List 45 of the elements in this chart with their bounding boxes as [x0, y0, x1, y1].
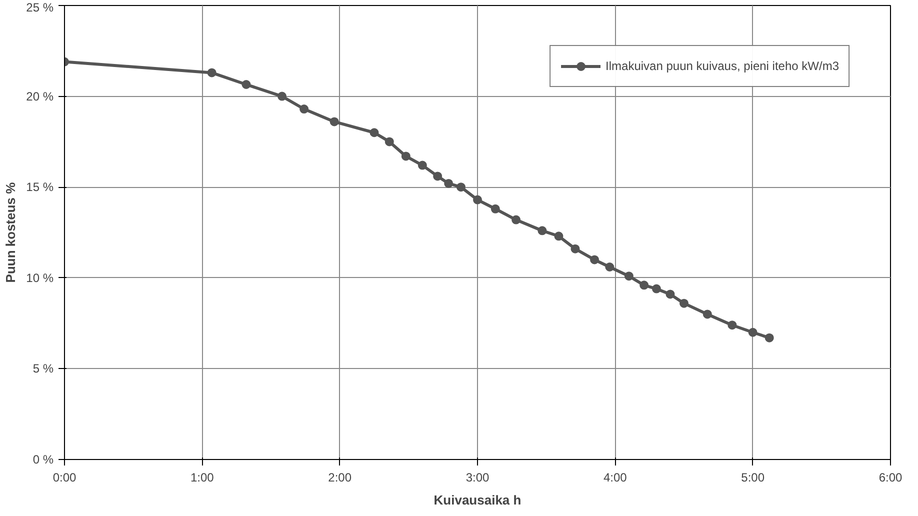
y-tick-label: 15 % — [26, 180, 54, 194]
legend-label: Ilmakuivan puun kuivaus, pieni iteho kW/m3 — [606, 59, 839, 73]
x-tick-label: 0:00 — [52, 470, 77, 484]
point — [330, 117, 339, 126]
point — [748, 328, 758, 337]
point — [624, 272, 634, 281]
point — [278, 92, 287, 101]
point — [666, 290, 675, 299]
point — [384, 137, 394, 146]
x-tick-label: 2:00 — [328, 470, 352, 484]
point — [538, 226, 547, 236]
point — [401, 152, 410, 161]
point — [242, 80, 251, 89]
x-tick-label: 5:00 — [741, 470, 765, 484]
point — [554, 232, 564, 241]
y-tick-label: 20 % — [26, 89, 54, 104]
point — [207, 68, 216, 78]
point — [300, 104, 309, 114]
point — [702, 310, 712, 319]
point — [433, 172, 442, 181]
point — [652, 284, 661, 294]
y-tick-label: 5 % — [32, 362, 54, 376]
x-tick-label: 4:00 — [603, 470, 628, 484]
point — [512, 215, 521, 224]
point — [418, 160, 427, 170]
y-axis-title: Puun kosteus % — [3, 182, 18, 283]
x-axis-title: Kuivausaika h — [434, 492, 522, 508]
point — [490, 204, 500, 214]
point — [680, 298, 688, 308]
point — [370, 128, 379, 138]
point — [444, 178, 454, 188]
y-tick-label: 10 % — [26, 270, 54, 285]
point — [728, 320, 737, 330]
x-tick-label: 3:00 — [466, 470, 490, 484]
point — [590, 255, 600, 264]
point — [473, 195, 482, 204]
point — [570, 244, 580, 254]
point — [456, 182, 466, 192]
point — [640, 280, 649, 290]
x-tick-label: 1:00 — [190, 470, 214, 484]
point — [764, 333, 774, 342]
point — [605, 262, 614, 272]
x-tick-label: 6:00 — [878, 470, 903, 484]
y-tick-label: 25 % — [26, 0, 54, 14]
y-tick-label: 0 % — [32, 452, 54, 466]
